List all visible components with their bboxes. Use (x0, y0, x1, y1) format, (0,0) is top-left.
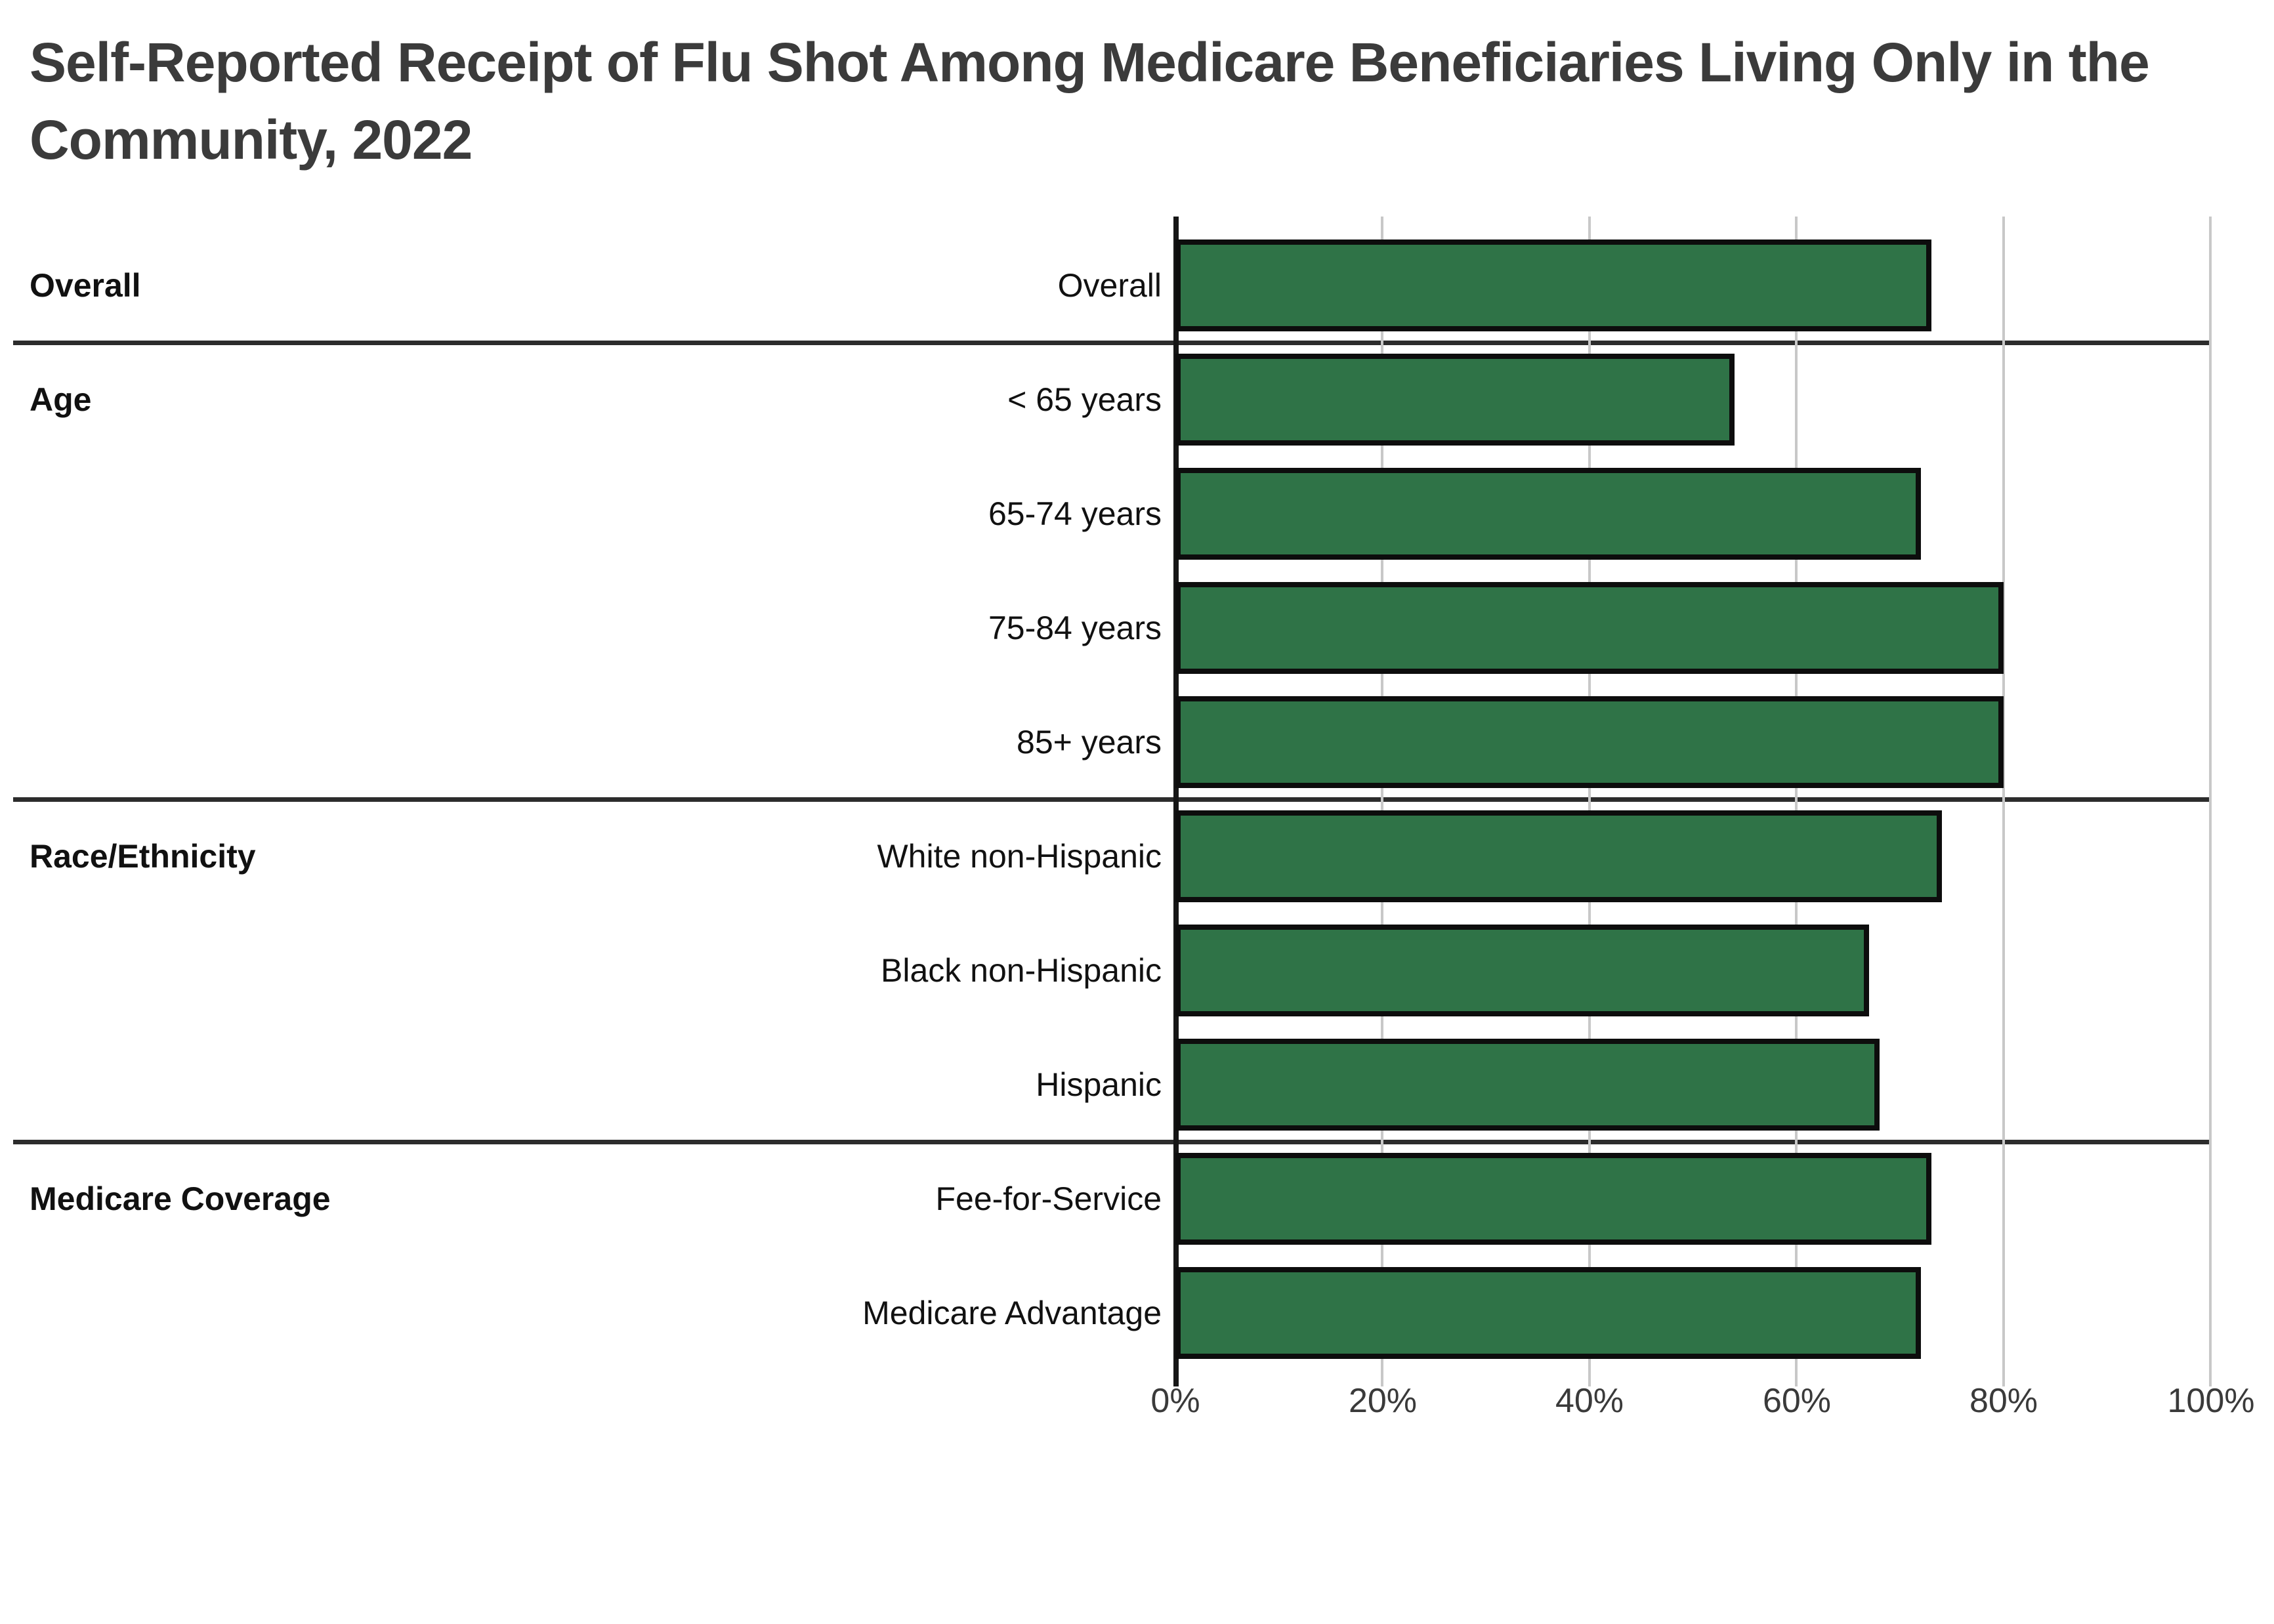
bar-white-non-hispanic (1175, 810, 1942, 902)
group-label-age: Age (30, 381, 92, 418)
row-label-black-non-hispanic: Black non-Hispanic (881, 952, 1162, 989)
row-label-overall: Overall (1057, 267, 1162, 304)
row-label-65-74: 65-74 years (988, 495, 1162, 532)
row-label-medicare-advantage: Medicare Advantage (862, 1295, 1162, 1331)
chart-title: Self-Reported Receipt of Flu Shot Among … (30, 31, 2150, 171)
row-label-under-65: < 65 years (1007, 381, 1162, 418)
group-label-overall: Overall (30, 267, 141, 304)
group-separator-line (13, 797, 2211, 802)
bar-under-65 (1175, 354, 1735, 446)
bar-65-74 (1175, 468, 1922, 560)
bar-fee-for-service (1175, 1153, 1931, 1245)
x-tick-label-0: 0% (1150, 1382, 1200, 1420)
gridline-80pct (2002, 217, 2005, 1386)
row-label-85-plus: 85+ years (1017, 724, 1162, 760)
x-tick-label-100: 100% (2167, 1382, 2255, 1420)
gridline-40pct (1588, 217, 1591, 1386)
x-tick-label-20: 20% (1348, 1382, 1418, 1420)
bar-overall (1175, 239, 1931, 331)
row-label-75-84: 75-84 years (988, 610, 1162, 646)
row-label-fee-for-service: Fee-for-Service (935, 1180, 1162, 1217)
bar-hispanic (1175, 1039, 1880, 1131)
row-label-white-non-hispanic: White non-Hispanic (877, 838, 1162, 875)
x-tick-label-60: 60% (1762, 1382, 1832, 1420)
group-label-medicare-coverage: Medicare Coverage (30, 1180, 331, 1217)
plot-area: 0% 20% 40% 60% 80% 100% (1150, 217, 2255, 1420)
bar-75-84 (1175, 582, 2004, 674)
x-tick-label-40: 40% (1555, 1382, 1624, 1420)
bar-medicare-advantage (1175, 1267, 1922, 1359)
bar-black-non-hispanic (1175, 925, 1870, 1016)
group-separator-line (13, 341, 2211, 345)
gridline-60pct (1795, 217, 1798, 1386)
y-axis-line (1173, 217, 1179, 1386)
bar-85-plus (1175, 696, 2004, 788)
gridline-100pct (2209, 217, 2212, 1386)
x-tick-label-80: 80% (1969, 1382, 2038, 1420)
group-label-race-ethnicity: Race/Ethnicity (30, 838, 256, 875)
row-label-hispanic: Hispanic (1036, 1066, 1162, 1103)
group-separator-line (13, 1140, 2211, 1144)
gridline-20pct (1381, 217, 1383, 1386)
